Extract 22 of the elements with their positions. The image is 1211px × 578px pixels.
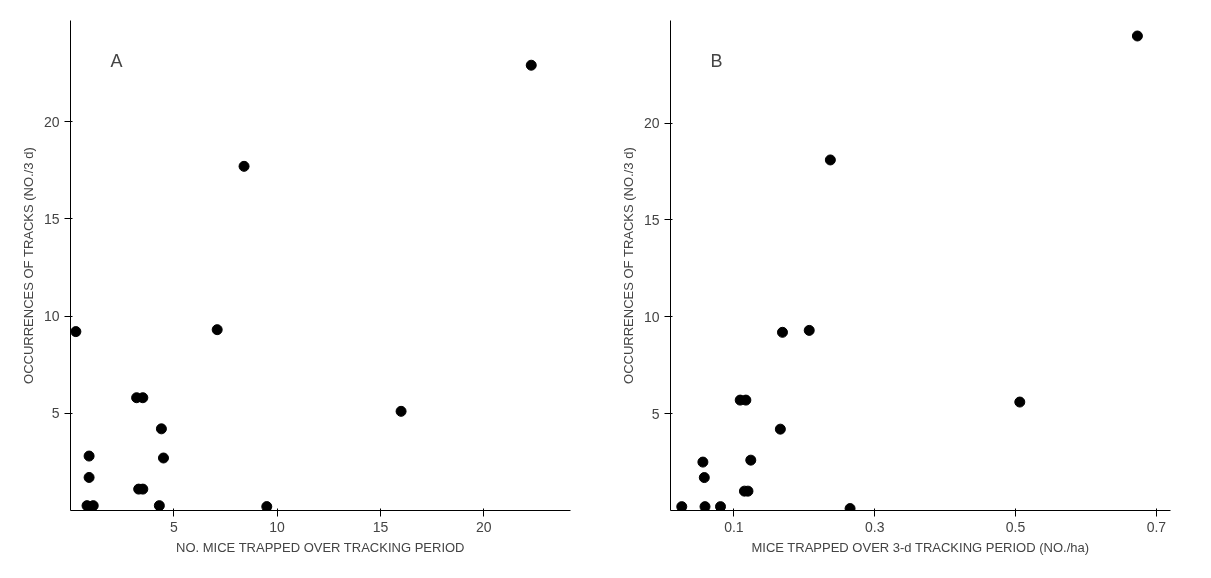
y-tick-label: 10 xyxy=(643,308,660,325)
y-tick-label: 5 xyxy=(651,405,660,422)
x-tick-label: 10 xyxy=(269,518,286,535)
annotation: B xyxy=(710,50,723,71)
x-tick-label: 0.3 xyxy=(864,518,885,535)
y-tick-label: 15 xyxy=(43,210,60,227)
y-tick-label: 15 xyxy=(643,211,660,228)
y-tick-label: 10 xyxy=(43,308,60,325)
x-axis-title: MICE TRAPPED OVER 3-d TRACKING PERIOD (NO./ha) xyxy=(751,539,1090,555)
y-tick-label: 5 xyxy=(51,405,60,422)
y-axis-title: OCCURRENCES OF TRACKS (NO./3 d) xyxy=(620,147,636,384)
x-tick-label: 15 xyxy=(372,518,389,535)
y-axis-title: OCCURRENCES OF TRACKS (NO./3 d) xyxy=(20,147,36,384)
y-tick-label: 20 xyxy=(643,115,660,132)
y-tick-label: 20 xyxy=(43,113,60,130)
x-tick-label: 20 xyxy=(475,518,492,535)
x-tick-label: 0.7 xyxy=(1146,518,1167,535)
x-tick-label: 5 xyxy=(169,518,178,535)
x-tick-label: 0.1 xyxy=(724,518,744,535)
annotation: A xyxy=(110,50,123,71)
x-tick-label: 0.5 xyxy=(1005,518,1026,535)
x-axis-title: NO. MICE TRAPPED OVER TRACKING PERIOD xyxy=(176,539,465,555)
